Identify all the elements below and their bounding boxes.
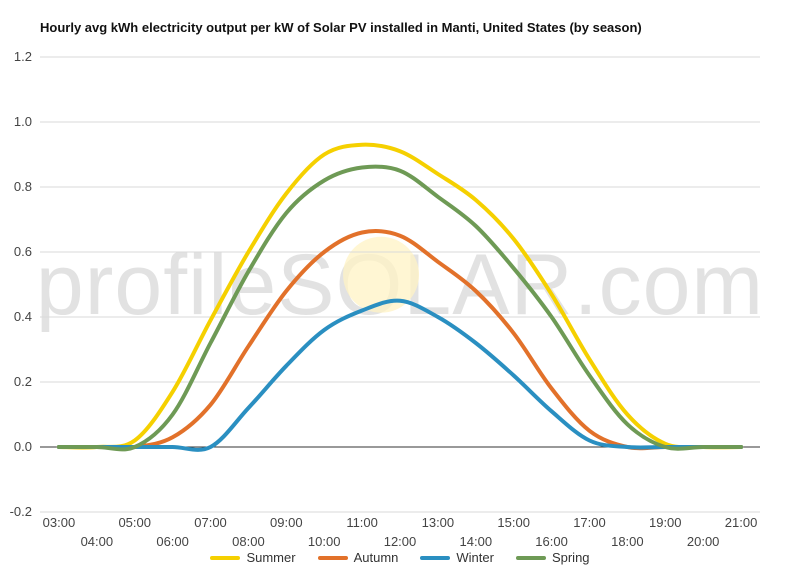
legend-swatch [420, 555, 451, 560]
series-line-spring [56, 164, 744, 452]
y-tick-label: 0.8 [14, 179, 32, 194]
watermark-sun-icon [343, 236, 420, 313]
x-tick-label: 13:00 [422, 515, 455, 530]
series-line-winter [56, 298, 744, 452]
y-tick-label: 0.2 [14, 374, 32, 389]
x-tick-label: 04:00 [81, 534, 114, 549]
y-tick-label: 0.4 [14, 309, 32, 324]
x-tick-label: 08:00 [232, 534, 265, 549]
chart-title: Hourly avg kWh electricity output per kW… [40, 20, 642, 35]
legend-label: Spring [551, 550, 590, 565]
y-tick-label: 1.2 [14, 49, 32, 64]
legend-label: Winter [456, 550, 494, 565]
y-tick-label: 0.6 [14, 244, 32, 259]
legend-label: Autumn [353, 550, 399, 565]
legend-item-spring[interactable]: Spring [515, 550, 590, 565]
x-tick-label: 19:00 [649, 515, 682, 530]
y-tick-label: 1.0 [14, 114, 32, 129]
x-tick-label: 03:00 [43, 515, 76, 530]
x-tick-label: 20:00 [687, 534, 720, 549]
legend: Summer Autumn Winter Spring [0, 550, 800, 565]
legend-swatch [515, 555, 546, 560]
x-tick-label: 07:00 [194, 515, 227, 530]
y-tick-label: 0.0 [14, 439, 32, 454]
legend-item-autumn[interactable]: Autumn [317, 550, 399, 565]
legend-label: Summer [246, 550, 296, 565]
x-tick-label: 05:00 [118, 515, 151, 530]
legend-item-summer[interactable]: Summer [210, 550, 296, 565]
x-tick-label: 17:00 [573, 515, 606, 530]
x-tick-label: 21:00 [725, 515, 758, 530]
legend-swatch [317, 555, 348, 560]
x-tick-label: 10:00 [308, 534, 341, 549]
x-tick-label: 18:00 [611, 534, 644, 549]
x-tick-label: 09:00 [270, 515, 303, 530]
x-tick-label: 15:00 [497, 515, 530, 530]
y-tick-label: -0.2 [10, 504, 32, 519]
series-line-summer [56, 142, 744, 450]
legend-item-winter[interactable]: Winter [420, 550, 494, 565]
x-tick-label: 06:00 [156, 534, 189, 549]
x-tick-label: 16:00 [535, 534, 568, 549]
x-tick-label: 14:00 [460, 534, 493, 549]
legend-swatch [210, 555, 241, 560]
x-tick-label: 12:00 [384, 534, 417, 549]
x-tick-label: 11:00 [346, 515, 378, 530]
